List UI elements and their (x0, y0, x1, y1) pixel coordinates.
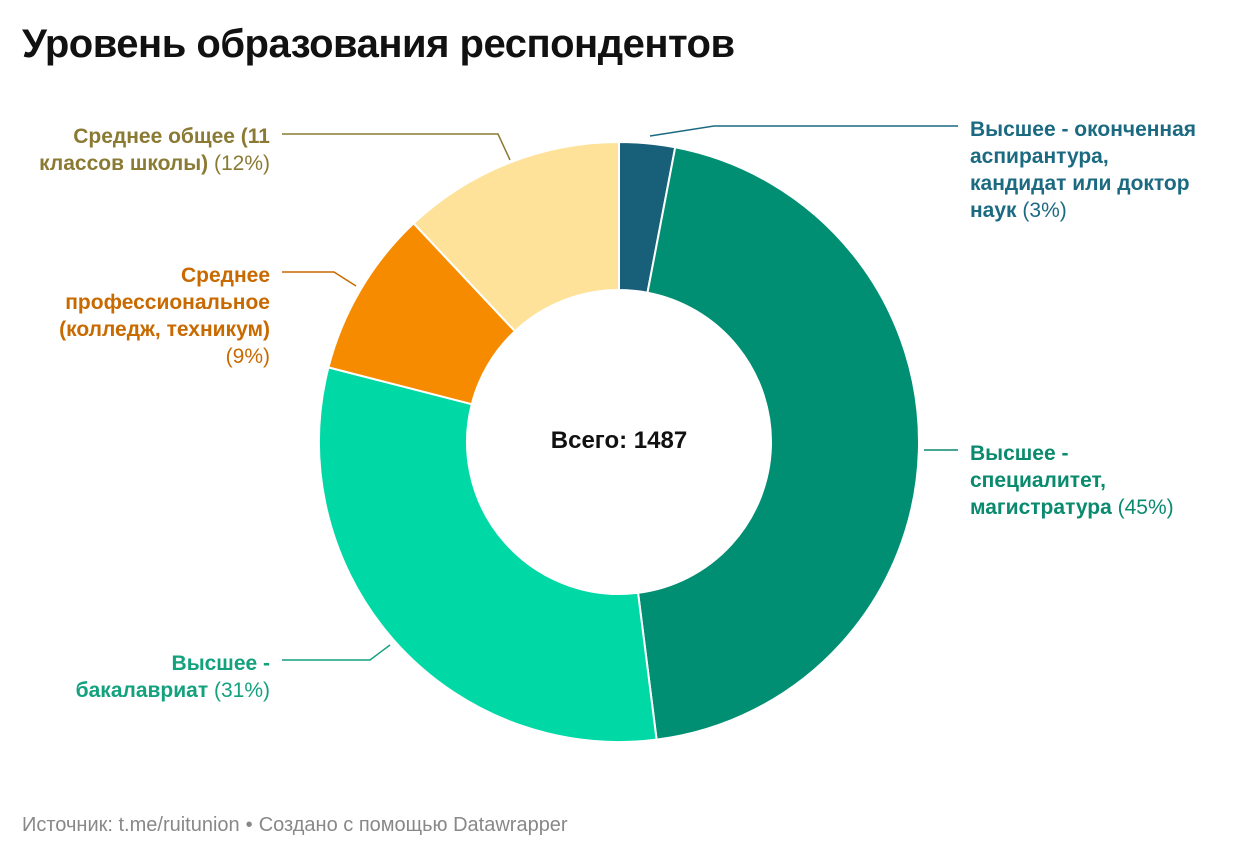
slice-label-line: классов школы) (39, 152, 208, 175)
leader-line-0 (649, 125, 958, 137)
footer-separator: • (245, 814, 253, 836)
slice-label-line: наук (970, 199, 1017, 222)
slice-label-line: Среднее общее (11 (73, 125, 270, 148)
donut-slice-1 (636, 146, 920, 741)
leader-line-4 (282, 133, 511, 161)
slice-label-line: Среднее (181, 264, 270, 287)
source-label: Источник: t.me/ruitunion (22, 814, 240, 836)
slice-label-line: специалитет, (970, 469, 1106, 492)
slice-label-3: Среднее профессиональное (колледж, технику… (59, 264, 270, 368)
slice-label-line: профессиональное (65, 291, 270, 314)
donut-slices (318, 140, 920, 743)
slice-percent-label: (3%) (1017, 199, 1067, 222)
slice-label-line: (колледж, техникум) (59, 318, 270, 341)
center-total-label: Всего: 1487 (551, 427, 687, 454)
slice-label-2: Высшее - бакалавриат (31%) (76, 652, 270, 702)
slice-percent-label: (9%) (226, 345, 270, 368)
leader-line-2 (282, 644, 391, 661)
slice-label-0: Высшее - оконченная аспирантура, кандидат … (970, 118, 1196, 222)
donut-slice-4 (412, 140, 620, 333)
slice-label-line: Высшее - (172, 652, 270, 675)
slice-label-4: Среднее общее (11 классов школы) (12%) (39, 125, 270, 175)
slice-label-1: Высшее - специалитет, магистратура (45%) (970, 442, 1174, 519)
leader-line-3 (282, 271, 357, 287)
donut-slice-2 (318, 366, 658, 743)
label-leader-lines (282, 125, 958, 661)
slice-percent-label: (45%) (1112, 496, 1174, 519)
chart-title: Уровень образования респондентов (22, 22, 735, 66)
slice-label-line: аспирантура, (970, 145, 1109, 168)
donut-chart: Высшее - оконченная аспирантура, кандидат … (39, 118, 1196, 743)
slice-labels: Высшее - оконченная аспирантура, кандидат … (39, 118, 1196, 702)
slice-label-line: бакалавриат (76, 679, 208, 702)
credit-label: Создано с помощью Datawrapper (258, 814, 568, 836)
slice-percent-label: (31%) (208, 679, 270, 702)
slice-label-line: Высшее - (970, 442, 1068, 465)
footer: Источник: t.me/ruitunion • Создано с помощ… (22, 814, 568, 837)
slice-label-line: Высшее - оконченная (970, 118, 1196, 141)
slice-label-line: кандидат или доктор (970, 172, 1190, 195)
slice-percent-label: (12%) (208, 152, 270, 175)
slice-label-line: магистратура (970, 496, 1112, 519)
